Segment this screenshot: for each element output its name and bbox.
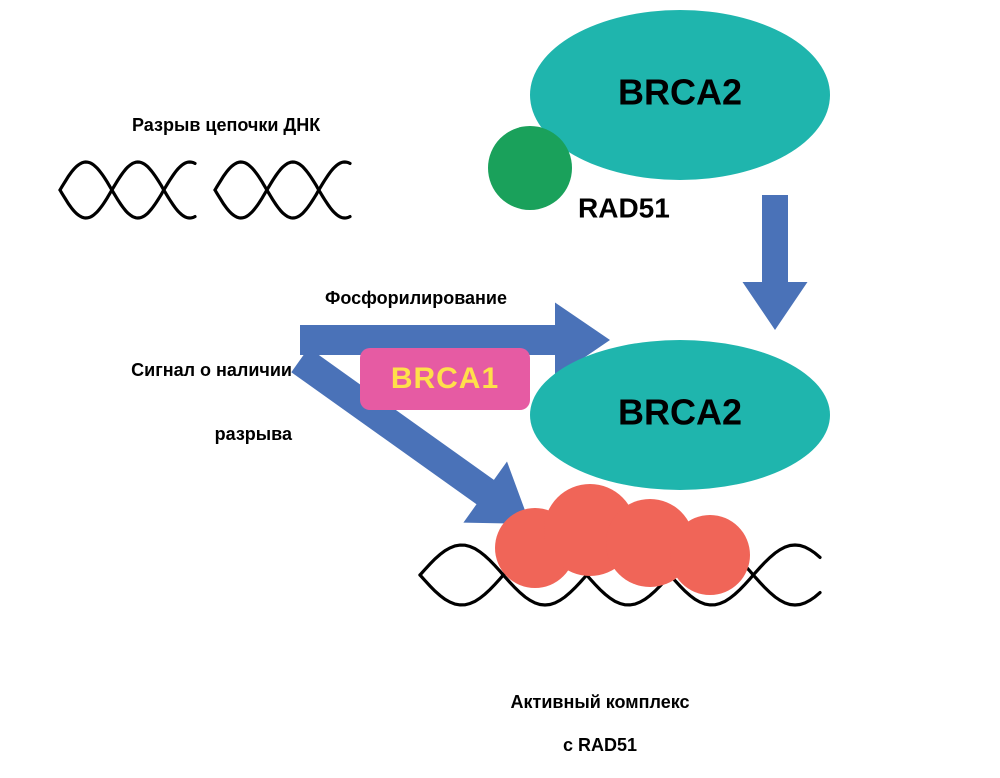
rad51-label: RAD51 [578,192,670,223]
active-complex-caption: Активный комплекс с RAD51 [460,670,720,778]
signal-caption: Сигнал о наличии разрыва [102,338,292,489]
rad51-circle [488,126,572,210]
diagram-stage: BRCA2 RAD51 BRCA2 Разрыв цепочки ДНК Фос… [0,0,1000,757]
brca1-box: BRCA1 [360,348,530,410]
dna-break-strands [60,162,350,218]
brca1-label: BRCA1 [391,362,499,396]
dna-break-caption: Разрыв цепочки ДНК [132,115,320,137]
signal-line1: Сигнал о наличии [131,360,292,380]
brca2-top-label: BRCA2 [618,72,742,113]
signal-line2: разрыва [102,424,292,446]
brca2-bottom-label: BRCA2 [618,392,742,433]
phosphorylation-caption: Фосфорилирование [325,288,507,310]
active-line1: Активный комплекс [511,692,690,712]
rad51-complex-blobs [495,484,750,595]
active-line2: с RAD51 [563,735,637,755]
